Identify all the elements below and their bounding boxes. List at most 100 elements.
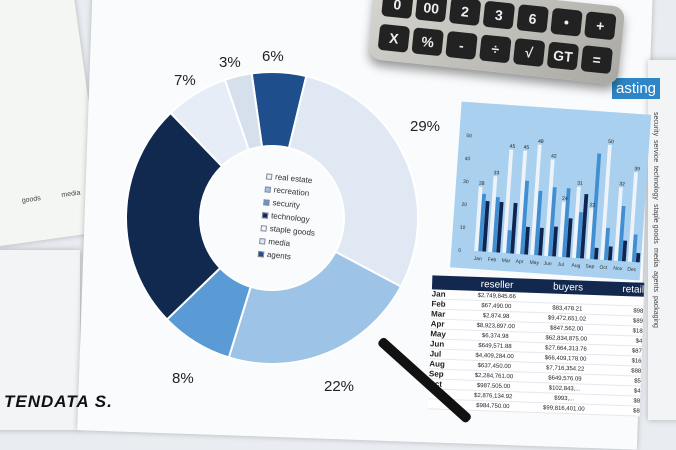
pct-label-3: 3% xyxy=(219,54,241,71)
calculator-key[interactable]: 6 xyxy=(516,4,549,34)
cell-buyers: $847,562.00 xyxy=(549,324,584,333)
cell-reseller: $4,409,284.00 xyxy=(475,352,514,360)
bar-value-label: 28 xyxy=(479,181,485,187)
row-month: Jun xyxy=(429,339,445,349)
month-label: Nov xyxy=(613,266,623,273)
calculator-key[interactable]: + xyxy=(584,11,617,41)
bar xyxy=(548,187,557,257)
header-reseller: reseller xyxy=(480,278,514,291)
month-label: Oct xyxy=(599,265,608,272)
cell-retail: $89 xyxy=(632,317,644,325)
bar xyxy=(482,200,490,252)
cell-retail: $87 xyxy=(631,347,642,355)
bar xyxy=(510,202,518,254)
cell-reseller: $2,284,761.00 xyxy=(474,372,514,380)
bar xyxy=(524,226,530,255)
cell-retail: $8 xyxy=(633,407,640,415)
bar xyxy=(534,190,543,256)
header-retail: retail xyxy=(622,283,645,296)
month-label: Sep xyxy=(585,264,595,271)
row-month: Jan xyxy=(431,289,446,299)
bar xyxy=(617,205,626,262)
calculator-key[interactable]: √ xyxy=(512,37,546,67)
bar xyxy=(562,188,571,258)
month-label: Aug xyxy=(571,263,581,270)
y-tick-label: 0 xyxy=(458,248,461,254)
forecast-tab: asting xyxy=(612,78,661,99)
cell-buyers: $62,834,875.00 xyxy=(545,334,588,343)
bar xyxy=(520,180,530,255)
pct-label-8: 8% xyxy=(172,370,194,387)
calculator-key[interactable]: 3 xyxy=(482,0,516,30)
calculator-key[interactable]: - xyxy=(445,30,478,60)
bar-value-label: 45 xyxy=(523,145,529,151)
month-label: Apr xyxy=(515,259,524,266)
bar xyxy=(613,187,623,261)
right-paper: security service technology staple goods med… xyxy=(648,60,676,420)
calculator-key[interactable]: ÷ xyxy=(479,34,512,64)
bar xyxy=(627,172,638,262)
calculator-key[interactable]: GT xyxy=(546,41,580,71)
row-month: Jul xyxy=(429,349,442,359)
bar-chart: 0 10 20 30 40 50 28 Jan 33 Feb 45 Mar 45 Apr 48 May 42 Ju… xyxy=(450,101,652,281)
month-label: May xyxy=(529,260,539,267)
left-lower-paper xyxy=(0,250,80,430)
row-month: Apr xyxy=(430,319,445,329)
cell-reseller: $649,571.88 xyxy=(478,342,512,350)
side-legend-item: technology xyxy=(652,166,659,201)
cell-reseller: $637,450.00 xyxy=(477,362,512,370)
donut-slice xyxy=(125,111,224,321)
bar xyxy=(572,186,581,258)
y-tick-label: 10 xyxy=(460,225,466,231)
month-label: Dec xyxy=(627,267,637,274)
calculator-key[interactable]: 2 xyxy=(448,0,482,27)
cell-buyers: $7,716,354.22 xyxy=(545,364,585,373)
donut-slice xyxy=(223,72,264,152)
side-legend-item: agents xyxy=(652,270,659,292)
bar xyxy=(506,230,512,254)
y-tick-label: 20 xyxy=(461,202,467,208)
calculator-key[interactable]: = xyxy=(580,45,614,75)
cell-reseller: $987,505.00 xyxy=(476,382,511,390)
bar xyxy=(621,240,628,262)
donut-slice xyxy=(287,74,419,288)
bar xyxy=(599,144,612,260)
calculator-key[interactable]: X xyxy=(377,23,411,53)
side-legend-item: packaging xyxy=(652,295,659,328)
calculator-key[interactable]: • xyxy=(550,7,583,37)
cell-buyers: $102,843,... xyxy=(548,384,581,393)
bar xyxy=(635,252,641,263)
bar-value-label: 24 xyxy=(562,196,568,202)
cell-retail: $18 xyxy=(632,327,643,335)
row-month: Feb xyxy=(431,299,446,309)
cell-retail xyxy=(608,300,644,301)
cell-buyers: $83,478.21 xyxy=(552,305,583,313)
cell-retail: $8 xyxy=(633,397,641,405)
header-buyers: buyers xyxy=(552,281,584,294)
y-tick-label: 30 xyxy=(463,179,469,185)
cell-buyers: $66,409,178.00 xyxy=(544,354,587,363)
side-legend-item: security xyxy=(652,112,659,137)
cell-reseller: $2,876,134.92 xyxy=(473,392,513,400)
row-month: Mar xyxy=(430,309,446,319)
bar xyxy=(478,193,487,252)
row-month: Sep xyxy=(428,369,444,379)
calculator-key[interactable]: % xyxy=(411,27,444,57)
pct-label-agents: 6% xyxy=(262,48,284,65)
side-legend-item: staple goods xyxy=(652,204,659,244)
calculator-key[interactable]: 0 xyxy=(381,0,414,19)
bar-value-label: 42 xyxy=(551,153,557,159)
pct-label-7: 7% xyxy=(174,72,196,89)
pct-label-29: 29% xyxy=(410,118,441,135)
month-label: Jul xyxy=(557,262,564,268)
cell-reseller: $2,874.98 xyxy=(482,312,510,320)
cell-buyers: $649,576.09 xyxy=(548,374,582,383)
side-legend-item: service xyxy=(652,140,659,163)
month-label: Jan xyxy=(474,256,483,263)
cell-retail: $4 xyxy=(633,387,641,395)
cell-reseller: $67,490.00 xyxy=(481,302,512,310)
cell-buyers: $993,... xyxy=(554,395,575,402)
cell-buyers: $27,664,313.76 xyxy=(544,344,587,353)
donut-slice xyxy=(227,250,403,365)
calculator-key[interactable]: 00 xyxy=(414,0,448,23)
